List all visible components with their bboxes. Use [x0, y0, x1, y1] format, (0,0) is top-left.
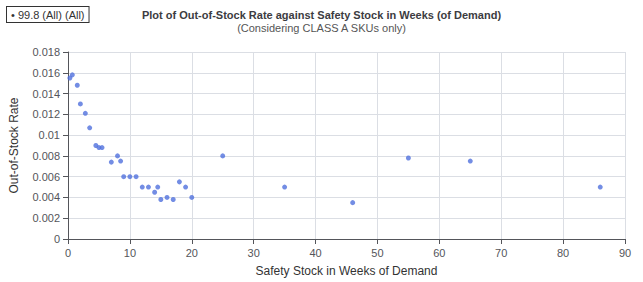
svg-text:20: 20 — [186, 247, 198, 259]
svg-text:70: 70 — [495, 247, 507, 259]
svg-text:Safety Stock in Weeks of Deman: Safety Stock in Weeks of Demand — [256, 264, 438, 278]
svg-text:0.016: 0.016 — [32, 67, 60, 79]
svg-text:0.012: 0.012 — [32, 108, 60, 120]
svg-text:90: 90 — [619, 247, 631, 259]
svg-text:10: 10 — [124, 247, 136, 259]
svg-text:0.018: 0.018 — [32, 46, 60, 58]
svg-text:40: 40 — [309, 247, 321, 259]
svg-text:0.002: 0.002 — [32, 212, 60, 224]
svg-text:(Considering CLASS A SKUs only: (Considering CLASS A SKUs only) — [237, 22, 406, 34]
svg-text:0.014: 0.014 — [32, 88, 60, 100]
svg-text:50: 50 — [371, 247, 383, 259]
svg-text:0.006: 0.006 — [32, 171, 60, 183]
svg-text:0.01: 0.01 — [39, 129, 60, 141]
svg-text:80: 80 — [557, 247, 569, 259]
svg-text:0: 0 — [54, 233, 60, 245]
svg-text:0.008: 0.008 — [32, 150, 60, 162]
svg-text:Plot of Out-of-Stock Rate agai: Plot of Out-of-Stock Rate against Safety… — [142, 9, 502, 21]
svg-text:0.004: 0.004 — [32, 191, 60, 203]
svg-text:0: 0 — [65, 247, 71, 259]
svg-text:60: 60 — [433, 247, 445, 259]
svg-text:Out-of-Stock Rate: Out-of-Stock Rate — [7, 97, 21, 193]
svg-text:• 99.8 (All) (All): • 99.8 (All) (All) — [11, 9, 85, 21]
svg-text:30: 30 — [248, 247, 260, 259]
